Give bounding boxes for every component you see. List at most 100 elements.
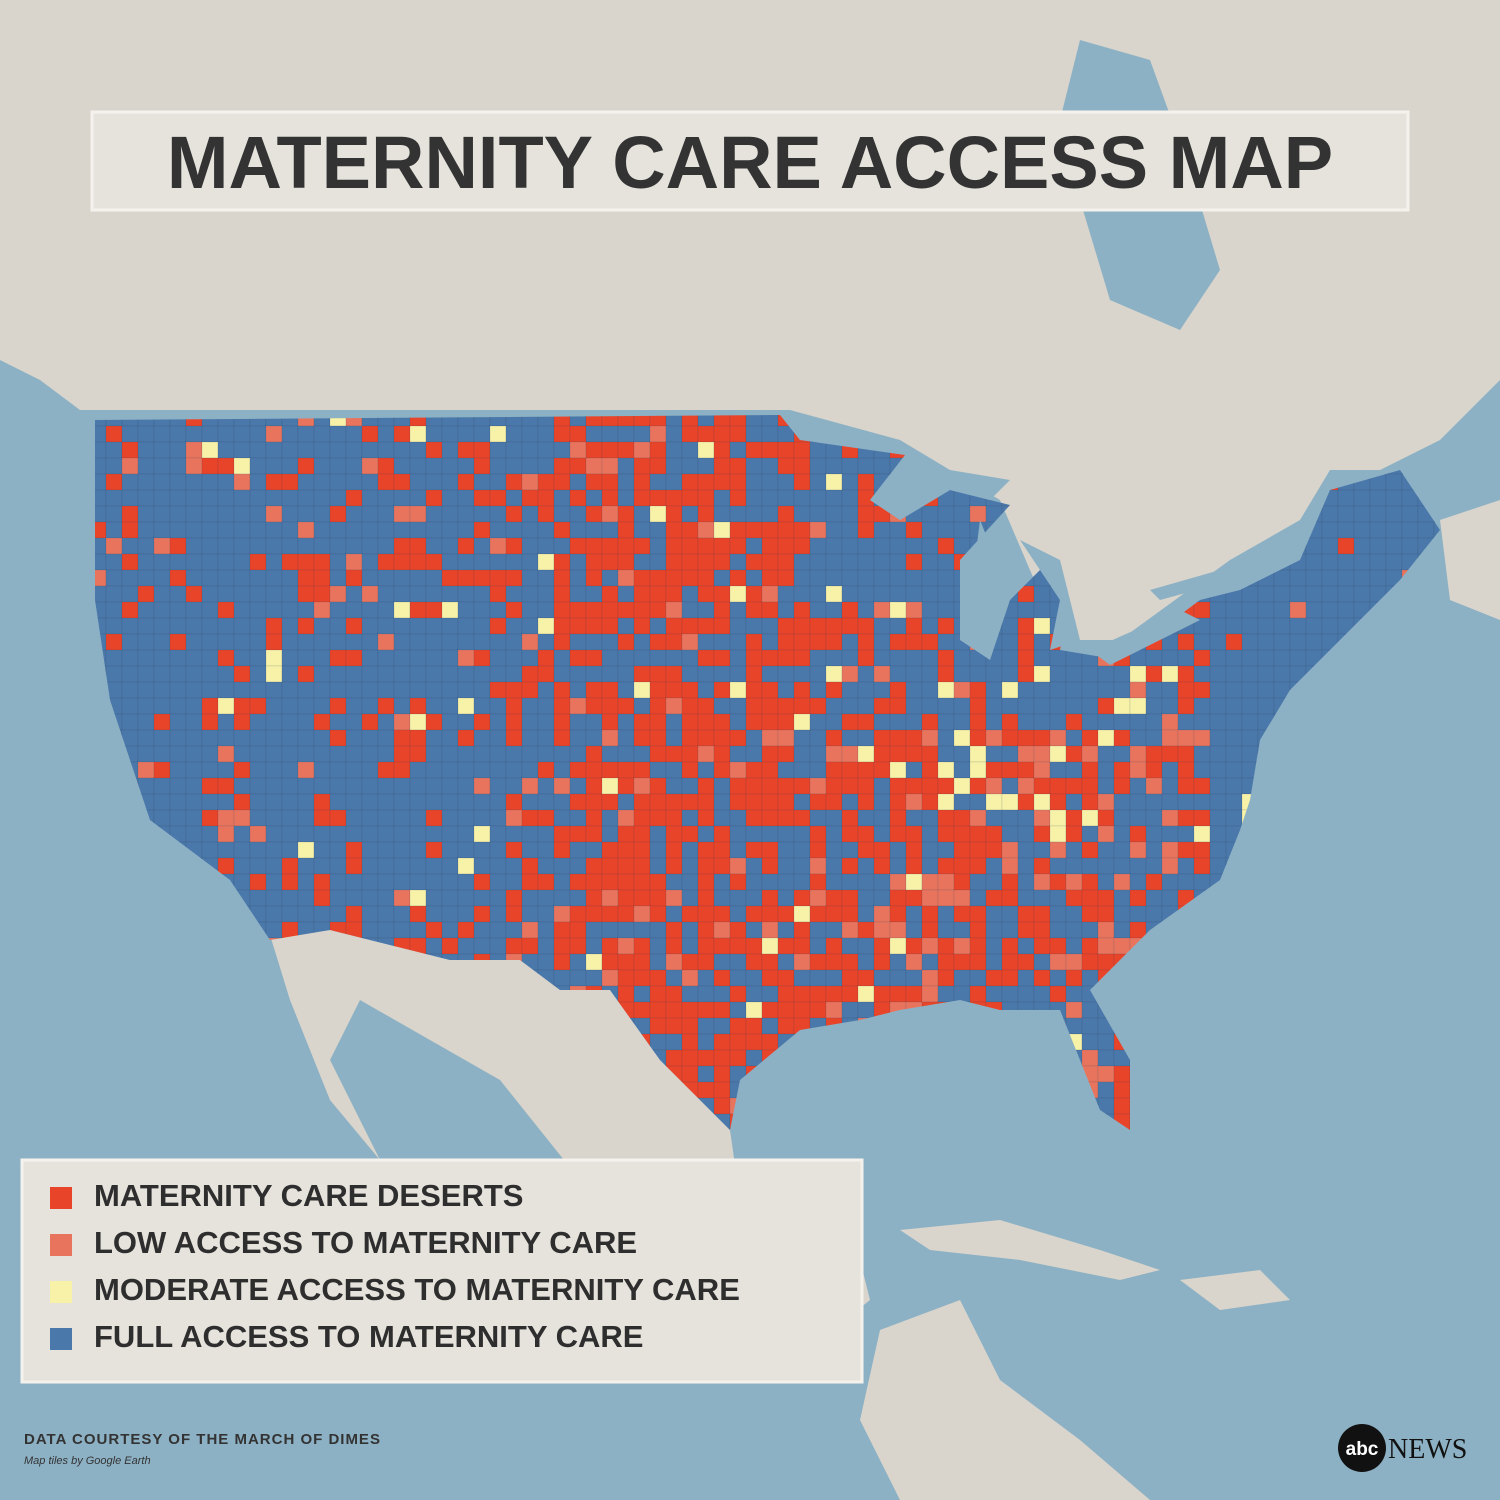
county bbox=[1081, 921, 1099, 939]
county bbox=[1001, 809, 1019, 827]
county bbox=[985, 793, 1003, 811]
county bbox=[617, 825, 635, 843]
county bbox=[489, 537, 507, 555]
county bbox=[969, 905, 987, 923]
county bbox=[1305, 601, 1323, 619]
county bbox=[777, 953, 795, 971]
county bbox=[889, 825, 907, 843]
county bbox=[953, 761, 971, 779]
county bbox=[281, 761, 299, 779]
county bbox=[281, 505, 299, 523]
county bbox=[249, 505, 267, 523]
county bbox=[665, 489, 683, 507]
county bbox=[537, 633, 555, 651]
county bbox=[185, 793, 203, 811]
county bbox=[1289, 569, 1307, 587]
county bbox=[521, 777, 539, 795]
county bbox=[1369, 505, 1387, 523]
county bbox=[1017, 761, 1035, 779]
county bbox=[585, 905, 603, 923]
county bbox=[857, 937, 875, 955]
county bbox=[857, 649, 875, 667]
county bbox=[409, 921, 427, 939]
county bbox=[489, 553, 507, 571]
county bbox=[617, 905, 635, 923]
county bbox=[1097, 761, 1115, 779]
county bbox=[297, 857, 315, 875]
county bbox=[745, 857, 763, 875]
county bbox=[937, 889, 955, 907]
county bbox=[553, 825, 571, 843]
county bbox=[953, 665, 971, 683]
county bbox=[169, 761, 187, 779]
county bbox=[505, 489, 523, 507]
county bbox=[809, 793, 827, 811]
county bbox=[1081, 697, 1099, 715]
county bbox=[777, 505, 795, 523]
county bbox=[121, 633, 139, 651]
county bbox=[681, 617, 699, 635]
county bbox=[553, 457, 571, 475]
county bbox=[1081, 825, 1099, 843]
county bbox=[505, 585, 523, 603]
county bbox=[137, 649, 155, 667]
county bbox=[665, 585, 683, 603]
county bbox=[217, 857, 235, 875]
county bbox=[505, 729, 523, 747]
county bbox=[1145, 793, 1163, 811]
county bbox=[521, 601, 539, 619]
county bbox=[793, 617, 811, 635]
county bbox=[537, 601, 555, 619]
county bbox=[457, 601, 475, 619]
county bbox=[873, 825, 891, 843]
county bbox=[649, 473, 667, 491]
county bbox=[313, 889, 331, 907]
county bbox=[729, 809, 747, 827]
county bbox=[969, 825, 987, 843]
county bbox=[1177, 825, 1195, 843]
county bbox=[633, 601, 651, 619]
county bbox=[281, 649, 299, 667]
county bbox=[1209, 665, 1227, 683]
county bbox=[761, 569, 779, 587]
county bbox=[681, 457, 699, 475]
county bbox=[761, 697, 779, 715]
county bbox=[889, 953, 907, 971]
county bbox=[889, 841, 907, 859]
county bbox=[425, 569, 443, 587]
county bbox=[937, 745, 955, 763]
county bbox=[777, 665, 795, 683]
county bbox=[761, 1001, 779, 1019]
county bbox=[297, 729, 315, 747]
county bbox=[569, 713, 587, 731]
county bbox=[1273, 665, 1291, 683]
county bbox=[1305, 633, 1323, 651]
county bbox=[969, 777, 987, 795]
county bbox=[1161, 793, 1179, 811]
county bbox=[297, 473, 315, 491]
county bbox=[809, 473, 827, 491]
county bbox=[665, 921, 683, 939]
county bbox=[457, 889, 475, 907]
county bbox=[521, 585, 539, 603]
county bbox=[473, 585, 491, 603]
county bbox=[233, 841, 251, 859]
county bbox=[233, 777, 251, 795]
county bbox=[457, 697, 475, 715]
county bbox=[857, 521, 875, 539]
county bbox=[633, 729, 651, 747]
county bbox=[1081, 953, 1099, 971]
county bbox=[201, 473, 219, 491]
county bbox=[217, 553, 235, 571]
county bbox=[1033, 713, 1051, 731]
county bbox=[857, 505, 875, 523]
county bbox=[761, 1033, 779, 1051]
county bbox=[169, 569, 187, 587]
county bbox=[537, 569, 555, 587]
county bbox=[761, 617, 779, 635]
county bbox=[281, 697, 299, 715]
county bbox=[601, 761, 619, 779]
county bbox=[313, 569, 331, 587]
county bbox=[329, 889, 347, 907]
county bbox=[313, 473, 331, 491]
